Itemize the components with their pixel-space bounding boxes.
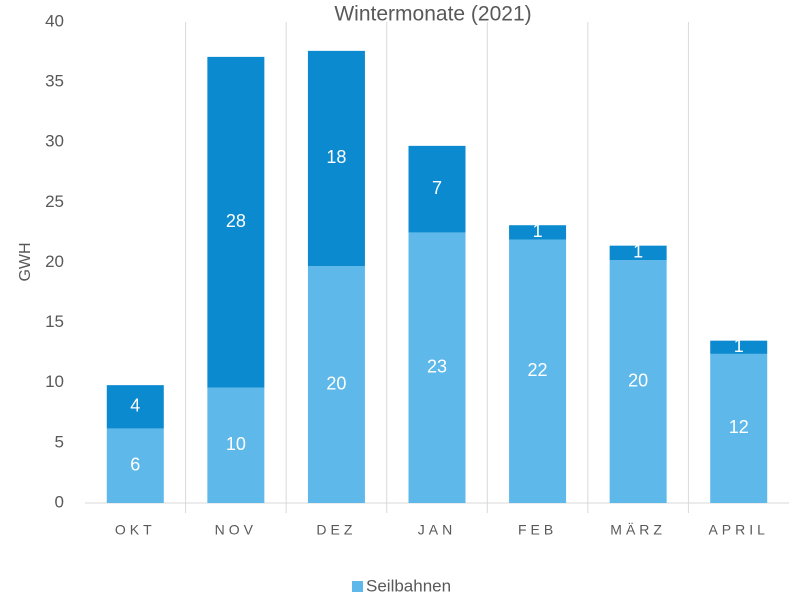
y-tick-label: 20 — [45, 252, 64, 271]
bar-segment — [609, 245, 667, 261]
bar-segment — [710, 353, 768, 503]
bar-segment — [207, 387, 265, 503]
x-tick-label: NOV — [215, 522, 257, 538]
data-label: 28 — [226, 211, 246, 231]
bar-segment — [509, 239, 567, 503]
data-label: 22 — [528, 360, 548, 380]
y-tick-label: 35 — [45, 72, 64, 91]
x-tick-label: OKT — [115, 522, 156, 538]
data-label: 20 — [628, 370, 648, 390]
y-tick-label: 30 — [45, 132, 64, 151]
y-tick-label: 25 — [45, 192, 64, 211]
y-tick-label: 40 — [45, 11, 64, 30]
data-label: 1 — [533, 221, 543, 241]
data-label: 20 — [326, 373, 346, 393]
data-label: 12 — [729, 417, 749, 437]
data-label: 18 — [326, 147, 346, 167]
bar-segment — [207, 56, 265, 388]
bar-segment — [408, 232, 466, 503]
data-label: 4 — [130, 396, 140, 416]
x-tick-label: DEZ — [316, 522, 356, 538]
chart-title: Wintermonate (2021) — [334, 3, 531, 26]
bar-segment — [106, 428, 164, 503]
y-tick-label: 0 — [55, 492, 64, 511]
legend-swatch — [352, 581, 363, 592]
bar-segment — [509, 225, 567, 240]
bar-segment — [307, 50, 365, 267]
bar-segment — [408, 145, 466, 233]
x-tick-label: APRIL — [708, 522, 768, 538]
data-label: 6 — [130, 454, 140, 474]
data-label: 1 — [734, 336, 744, 356]
data-label: 1 — [633, 242, 643, 262]
data-label: 23 — [427, 356, 447, 376]
data-label: 10 — [226, 434, 246, 454]
y-tick-label: 15 — [45, 312, 64, 331]
bar-segment — [106, 385, 164, 429]
bar-segment — [609, 260, 667, 503]
y-tick-label: 10 — [45, 372, 64, 391]
x-tick-label: MÄRZ — [610, 522, 666, 538]
legend-label: Seilbahnen — [366, 576, 451, 595]
bar-segment — [307, 266, 365, 503]
y-axis-label: GWH — [17, 242, 34, 281]
bar-segment — [710, 340, 768, 354]
x-tick-label: JAN — [418, 522, 456, 538]
y-tick-label: 5 — [55, 432, 64, 451]
x-tick-label: FEB — [518, 522, 557, 538]
data-label: 7 — [432, 178, 442, 198]
